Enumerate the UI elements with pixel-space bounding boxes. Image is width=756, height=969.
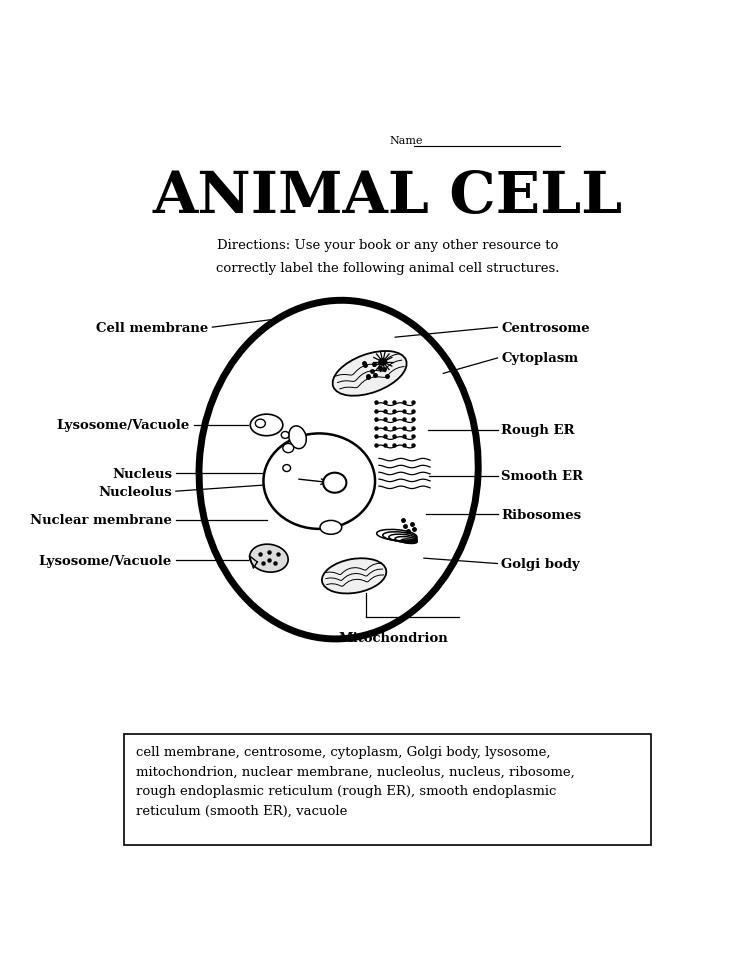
Ellipse shape: [281, 432, 289, 439]
Text: correctly label the following animal cell structures.: correctly label the following animal cel…: [215, 262, 559, 275]
Ellipse shape: [283, 444, 293, 453]
Text: Smooth ER: Smooth ER: [501, 470, 584, 483]
Text: Golgi body: Golgi body: [501, 557, 580, 571]
Text: Centrosome: Centrosome: [501, 322, 590, 334]
Text: Cytoplasm: Cytoplasm: [501, 352, 578, 365]
Ellipse shape: [256, 420, 265, 428]
Ellipse shape: [263, 434, 375, 529]
Text: cell membrane, centrosome, cytoplasm, Golgi body, lysosome,
mitochondrion, nucle: cell membrane, centrosome, cytoplasm, Go…: [135, 745, 575, 817]
Ellipse shape: [283, 465, 290, 472]
Text: Mitochondrion: Mitochondrion: [338, 632, 448, 644]
Ellipse shape: [322, 559, 386, 594]
Text: Lysosome/Vacuole: Lysosome/Vacuole: [57, 419, 190, 432]
Ellipse shape: [250, 415, 283, 436]
Text: Rough ER: Rough ER: [501, 423, 575, 437]
Text: Directions: Use your book or any other resource to: Directions: Use your book or any other r…: [217, 239, 558, 252]
Text: Nuclear membrane: Nuclear membrane: [30, 514, 172, 526]
Text: Ribosomes: Ribosomes: [501, 508, 581, 521]
Ellipse shape: [249, 545, 288, 573]
Text: Lysosome/Vacuole: Lysosome/Vacuole: [39, 554, 172, 568]
Ellipse shape: [333, 352, 407, 396]
FancyBboxPatch shape: [124, 734, 651, 846]
Text: Cell membrane: Cell membrane: [96, 322, 209, 334]
Ellipse shape: [379, 359, 386, 365]
Text: ANIMAL CELL: ANIMAL CELL: [153, 169, 622, 225]
Ellipse shape: [199, 301, 479, 640]
Text: Name: Name: [389, 136, 423, 145]
Text: Nucleolus: Nucleolus: [98, 485, 172, 498]
Ellipse shape: [289, 426, 306, 450]
Text: Nucleus: Nucleus: [112, 467, 172, 481]
Ellipse shape: [320, 521, 342, 535]
Ellipse shape: [323, 473, 346, 493]
